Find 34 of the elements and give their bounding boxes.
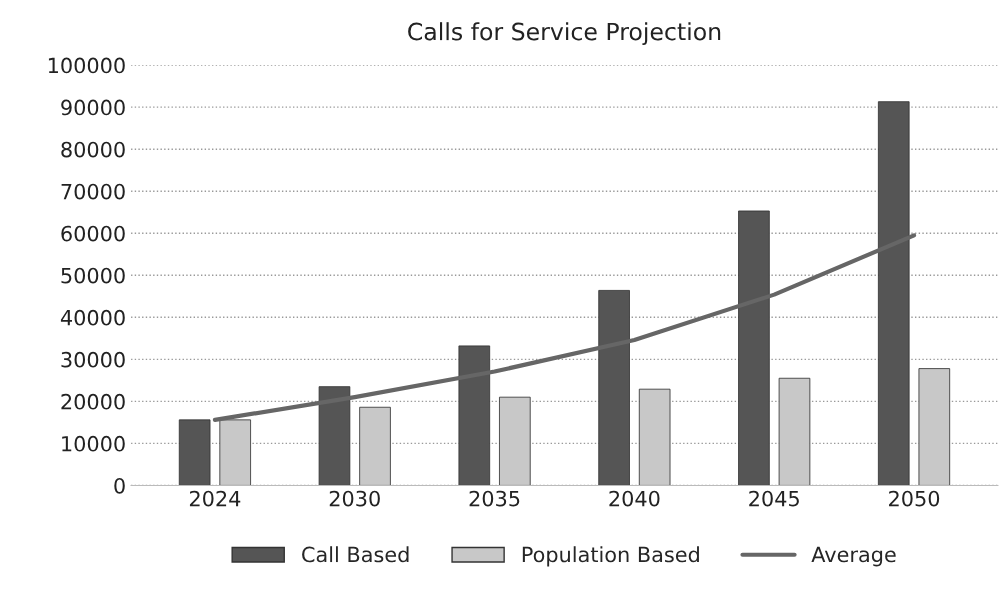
bar bbox=[877, 101, 910, 486]
bar bbox=[499, 396, 531, 486]
bar bbox=[219, 419, 252, 486]
y-tick-label: 0 bbox=[114, 477, 125, 494]
bar bbox=[318, 386, 351, 486]
y-tick-label: 70000 bbox=[61, 183, 125, 200]
bar bbox=[778, 377, 811, 486]
bar bbox=[738, 210, 770, 486]
y-tick-label: 60000 bbox=[61, 225, 125, 242]
y-tick-label: 20000 bbox=[61, 393, 125, 410]
y-tick-label: 30000 bbox=[61, 351, 125, 368]
y-tick-label: 50000 bbox=[61, 267, 125, 284]
y-tick-label: 100000 bbox=[48, 57, 125, 74]
x-tick-label: 2040 bbox=[609, 490, 660, 507]
bar bbox=[638, 388, 671, 486]
bar bbox=[598, 289, 630, 486]
x-tick-label: 2045 bbox=[749, 490, 799, 507]
legend-label: Population Based bbox=[522, 546, 699, 567]
bar bbox=[359, 406, 391, 486]
chart-title: Calls for Service Projection bbox=[408, 22, 721, 46]
bar bbox=[458, 345, 491, 486]
bar bbox=[178, 419, 211, 486]
legend-label: Average bbox=[811, 546, 896, 567]
y-tick-label: 80000 bbox=[61, 141, 125, 158]
y-tick-label: 40000 bbox=[60, 309, 125, 326]
legend-label: Call Based bbox=[302, 546, 409, 563]
x-tick-label: 2050 bbox=[889, 490, 940, 507]
y-tick-label: 90000 bbox=[61, 99, 125, 116]
x-tick-label: 2035 bbox=[469, 490, 520, 507]
x-tick-label: 2030 bbox=[329, 490, 380, 507]
x-tick-label: 2024 bbox=[189, 490, 241, 507]
line-series bbox=[212, 233, 917, 422]
bar bbox=[918, 368, 951, 486]
y-tick-label: 10000 bbox=[62, 435, 125, 452]
